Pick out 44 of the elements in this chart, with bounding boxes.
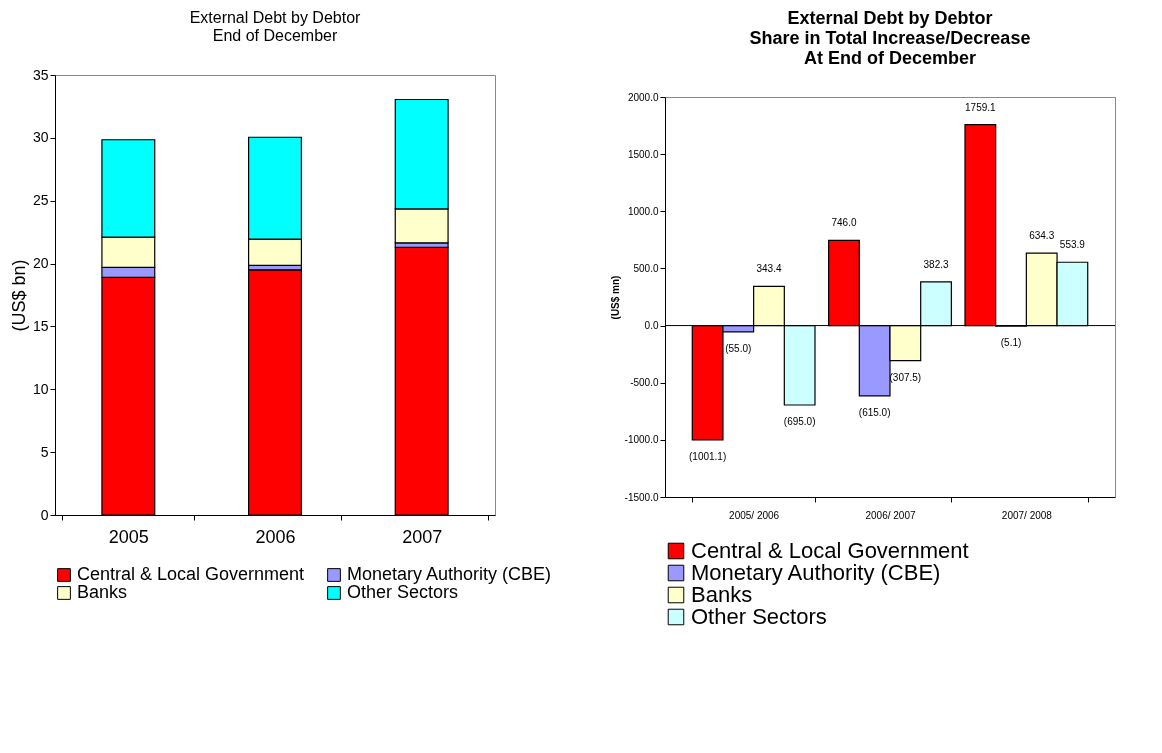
- y-tick-label: 20: [32, 255, 49, 272]
- y-axis-title: (US$ bn): [8, 259, 29, 332]
- x-tick-label: 2005: [108, 526, 149, 547]
- y-tick-label: 0: [40, 506, 49, 523]
- data-label: (615.0): [858, 406, 891, 418]
- y-axis-title: (US$ mn): [609, 275, 621, 320]
- legend-label: Banks: [77, 582, 128, 602]
- data-label: 343.4: [756, 263, 782, 275]
- y-tick-label: 500.0: [633, 262, 659, 274]
- data-label: 382.3: [923, 258, 949, 270]
- y-tick-label: 25: [32, 192, 49, 209]
- y-tick-label: 10: [32, 380, 49, 397]
- x-tick-label: 2006/ 2007: [865, 509, 916, 521]
- y-tick-label: 1000.0: [627, 205, 659, 217]
- y-tick-label: 2000.0: [627, 91, 659, 103]
- chart-title: External Debt by Debtor End of December: [189, 9, 362, 44]
- y-tick-label: -1500.0: [624, 491, 659, 503]
- data-label: (55.0): [725, 342, 752, 354]
- data-label: (1001.1): [688, 450, 727, 462]
- y-tick-label: 30: [32, 129, 49, 146]
- data-label: 634.3: [1029, 230, 1055, 242]
- x-tick-label: 2005/ 2006: [729, 509, 780, 521]
- legend-label: Central & Local Government: [77, 564, 305, 584]
- data-label: 1759.1: [965, 101, 997, 113]
- data-label: (695.0): [783, 416, 816, 427]
- legend-label: Other Sectors: [691, 604, 827, 629]
- data-label: (5.1): [1000, 337, 1022, 349]
- y-tick-label: 15: [32, 317, 49, 334]
- y-tick-label: 0.0: [644, 320, 659, 332]
- data-label: 746.0: [831, 217, 857, 229]
- y-tick-label: -1000.0: [624, 434, 659, 446]
- y-tick-label: -500.0: [630, 377, 659, 389]
- legend-label: Banks: [691, 582, 753, 607]
- y-tick-label: 1500.0: [627, 148, 659, 160]
- x-tick-label: 2007/ 2008: [1001, 509, 1053, 521]
- data-label: 553.9: [1059, 239, 1086, 251]
- y-tick-label: 35: [32, 66, 49, 83]
- y-tick-label: 5: [40, 443, 49, 460]
- legend-label: Central & Local Government: [691, 538, 969, 563]
- legend-label: Monetary Authority (CBE): [347, 564, 552, 584]
- x-tick-label: 2007: [402, 526, 443, 547]
- legend-label: Monetary Authority (CBE): [691, 560, 941, 585]
- chart-title: External Debt by Debtor Share in Total Increase/Decrease At End of December: [749, 8, 1031, 68]
- x-tick-label: 2006: [255, 526, 296, 547]
